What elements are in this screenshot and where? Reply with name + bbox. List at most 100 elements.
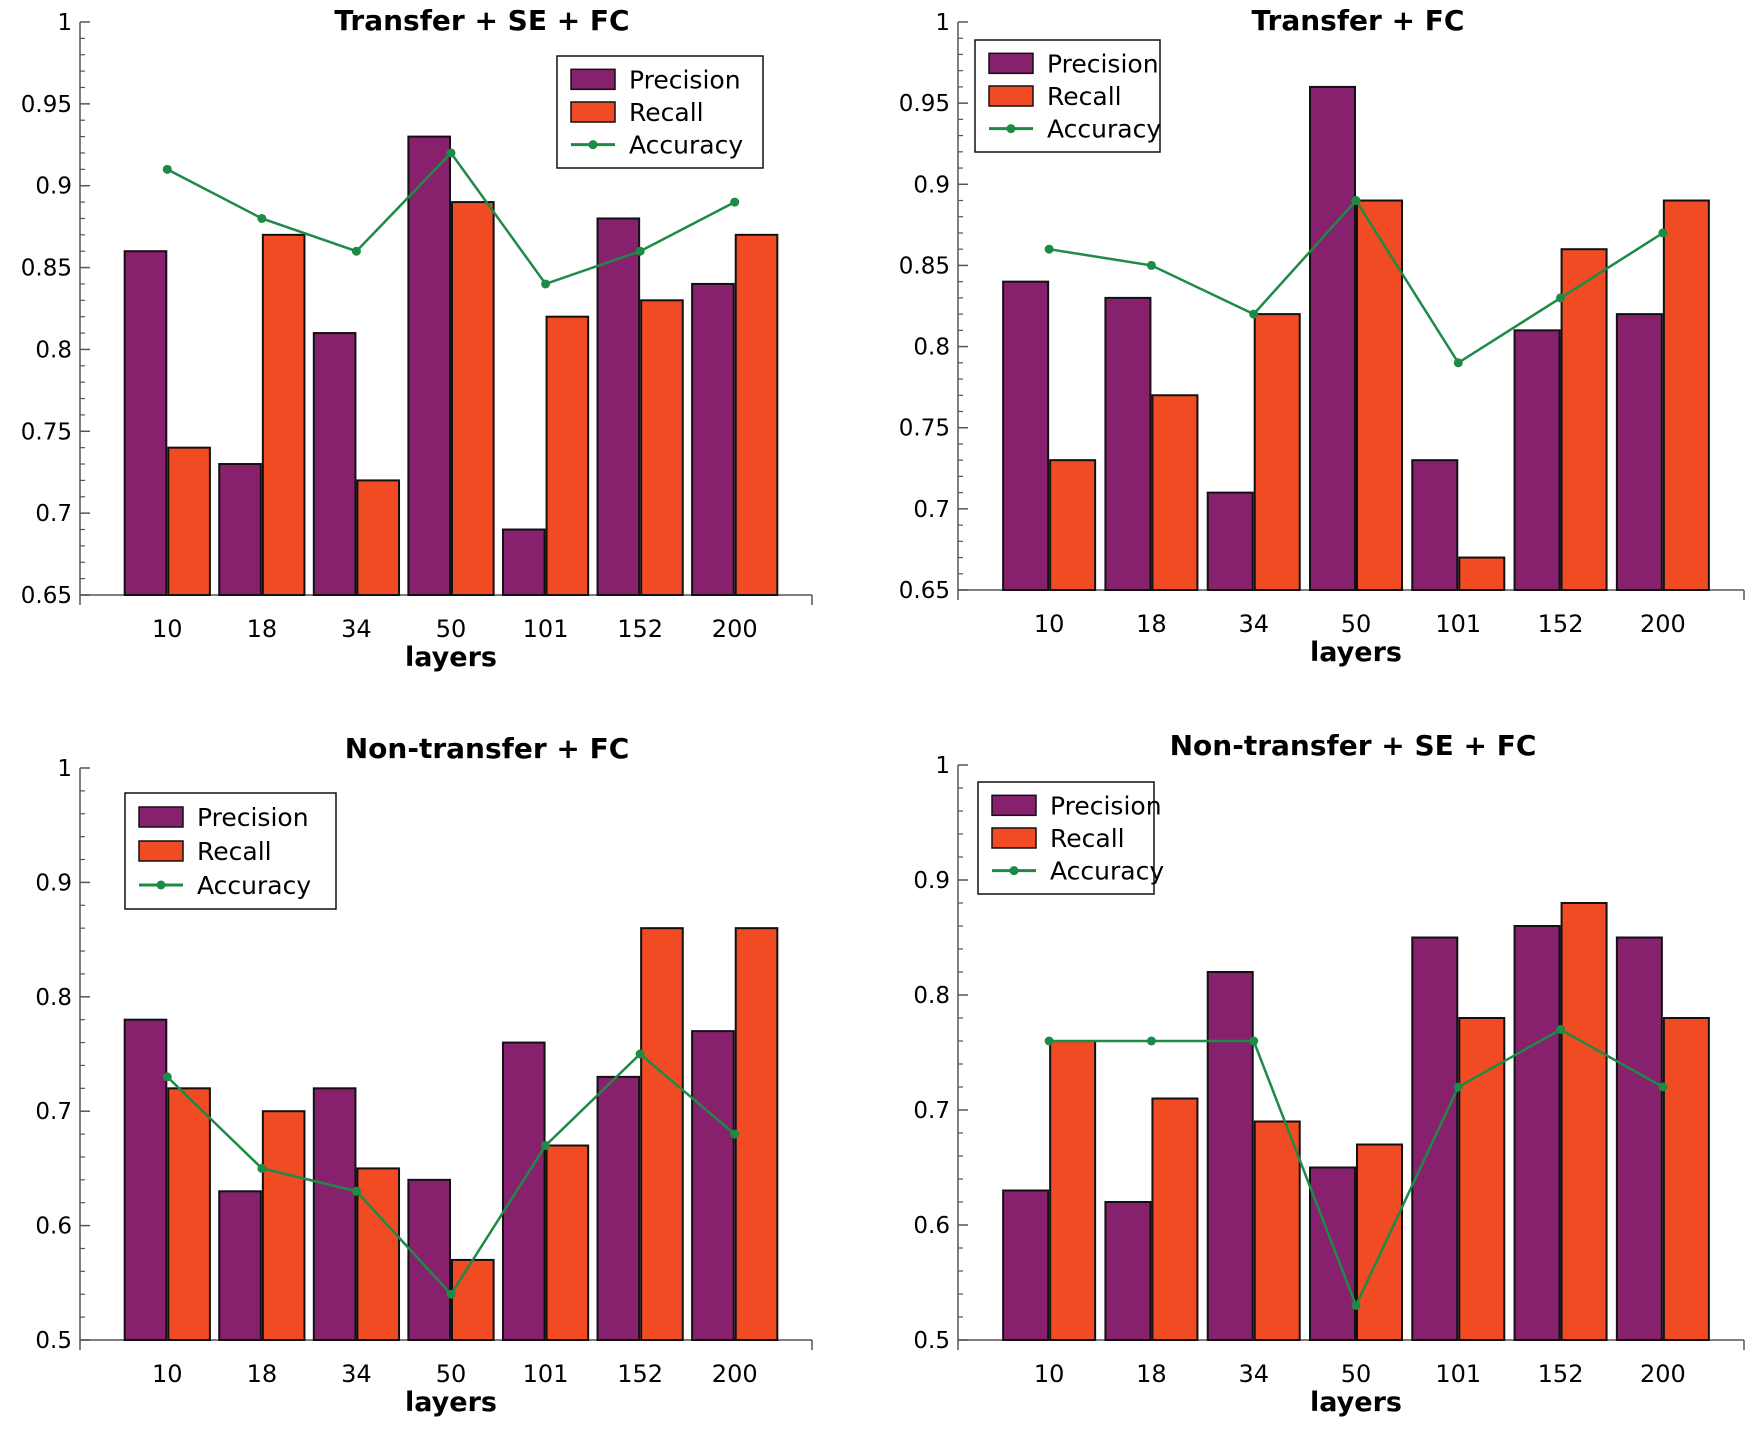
x-tick-label: 152 [617, 1360, 663, 1388]
chart-panel-1: Transfer + SE + FC 0.65 0.7 0.75 0.8 0.85 0.9 0… [21, 4, 813, 673]
legend-swatch-accuracy-marker [588, 140, 598, 150]
y-tick-label: 1 [57, 756, 72, 782]
bar-recall [1560, 248, 1608, 591]
legend: Precision Recall Accuracy [977, 781, 1164, 895]
x-tick-label: 200 [712, 615, 758, 643]
x-tick-label: 50 [1341, 610, 1372, 638]
bar-recall [1356, 1143, 1404, 1341]
legend: Precision Recall Accuracy [556, 55, 764, 169]
legend-swatch-recall [570, 101, 616, 123]
x-tick-label: 152 [1538, 610, 1584, 638]
accuracy-point [1249, 309, 1259, 319]
y-tick-label: 0.7 [35, 1099, 72, 1125]
x-tick-label: 101 [523, 1360, 569, 1388]
legend-label-precision: Precision [629, 65, 741, 94]
legend-label-accuracy: Accuracy [629, 131, 743, 160]
x-tick-label: 200 [1640, 1360, 1686, 1388]
chart-title: Non-transfer + SE + FC [1170, 729, 1537, 762]
bar-recall [451, 1258, 495, 1342]
bar-precision [1615, 313, 1663, 591]
y-tick-label: 1 [57, 10, 72, 36]
bar-recall [1662, 199, 1710, 591]
bar-recall [734, 233, 779, 596]
legend-label-recall: Recall [197, 837, 272, 866]
accuracy-point [1351, 196, 1361, 206]
y-tick-label: 0.5 [35, 1328, 72, 1354]
bar-recall [1049, 459, 1097, 591]
y-tick-label: 0.9 [913, 172, 950, 198]
y-tick-label: 0.65 [21, 583, 72, 609]
bar-precision [596, 217, 641, 596]
bar-recall [640, 299, 684, 596]
y-tick-label: 0.7 [35, 501, 72, 527]
bar-recall [1458, 556, 1506, 591]
bar-precision [1411, 459, 1459, 591]
bar-recall [545, 315, 590, 596]
x-tick-label: 18 [1136, 610, 1167, 638]
x-tick-label: 10 [1034, 1360, 1065, 1388]
x-tick-label: 50 [436, 1360, 467, 1388]
bar-precision [218, 463, 262, 596]
legend: Precision Recall Accuracy [124, 792, 337, 910]
bar-recall [1662, 1017, 1710, 1341]
accuracy-point [257, 213, 267, 223]
x-tick-label: 101 [523, 615, 569, 643]
x-tick-label: 152 [617, 615, 663, 643]
x-axis-label: layers [1310, 1387, 1402, 1418]
x-tick-label: 50 [1341, 1360, 1372, 1388]
bar-recall [545, 1144, 590, 1342]
legend-swatch-precision [988, 52, 1034, 75]
x-tick-label: 50 [436, 615, 467, 643]
chart-panel-3: Non-transfer + FC 0.5 0.6 0.7 0.8 0.9 1 10 18 34 5… [35, 732, 813, 1418]
x-tick-label: 10 [1034, 610, 1065, 638]
bar-recall [167, 446, 211, 596]
bar-recall [261, 1110, 306, 1341]
legend-label-accuracy: Accuracy [1050, 857, 1164, 886]
legend-swatch-accuracy-marker [1009, 866, 1019, 876]
accuracy-point [1556, 1025, 1566, 1034]
y-tick-label: 0.9 [35, 870, 72, 896]
bar-precision [1206, 971, 1254, 1341]
x-tick-label: 152 [1538, 1360, 1584, 1388]
accuracy-point [1351, 1301, 1361, 1310]
legend-swatch-precision [138, 806, 184, 828]
accuracy-point [351, 1186, 361, 1196]
legend-swatch-accuracy-marker [1006, 124, 1016, 134]
x-tick-label: 200 [712, 1360, 758, 1388]
bar-recall [1253, 313, 1301, 591]
bar-recall [1151, 1097, 1199, 1341]
x-tick-label: 10 [152, 1360, 183, 1388]
bar-precision [123, 250, 168, 596]
y-tick-label: 0.95 [21, 92, 72, 118]
bar-recall [640, 927, 684, 1341]
bar-precision [123, 1018, 168, 1341]
legend-label-precision: Precision [1050, 791, 1162, 820]
accuracy-point [1658, 1082, 1668, 1092]
legend-label-accuracy: Accuracy [1047, 115, 1161, 144]
accuracy-point [1453, 358, 1463, 368]
bar-precision [691, 1030, 735, 1341]
chart-title: Transfer + FC [1252, 4, 1465, 37]
bar-recall [261, 233, 306, 596]
y-tick-label: 0.8 [913, 335, 950, 361]
legend-swatch-recall [988, 85, 1034, 107]
x-tick-label: 34 [341, 615, 372, 643]
legend-swatch-accuracy-marker [156, 880, 166, 890]
legend-swatch-recall [138, 840, 184, 862]
accuracy-point [1044, 244, 1054, 254]
accuracy-point [1556, 293, 1566, 303]
y-tick-label: 1 [935, 10, 950, 36]
bar-recall [451, 201, 495, 596]
bar-precision [1513, 925, 1561, 1341]
accuracy-point [257, 1163, 267, 1173]
accuracy-point [1146, 1036, 1156, 1046]
legend-swatch-precision [570, 68, 616, 91]
y-tick-label: 0.85 [21, 256, 72, 282]
legend-label-accuracy: Accuracy [197, 871, 311, 900]
bar-recall [356, 479, 401, 596]
bar-recall [734, 927, 779, 1341]
legend-label-recall: Recall [1050, 824, 1125, 853]
bar-precision [1308, 85, 1356, 592]
x-tick-label: 200 [1640, 610, 1686, 638]
bar-precision [312, 332, 357, 596]
